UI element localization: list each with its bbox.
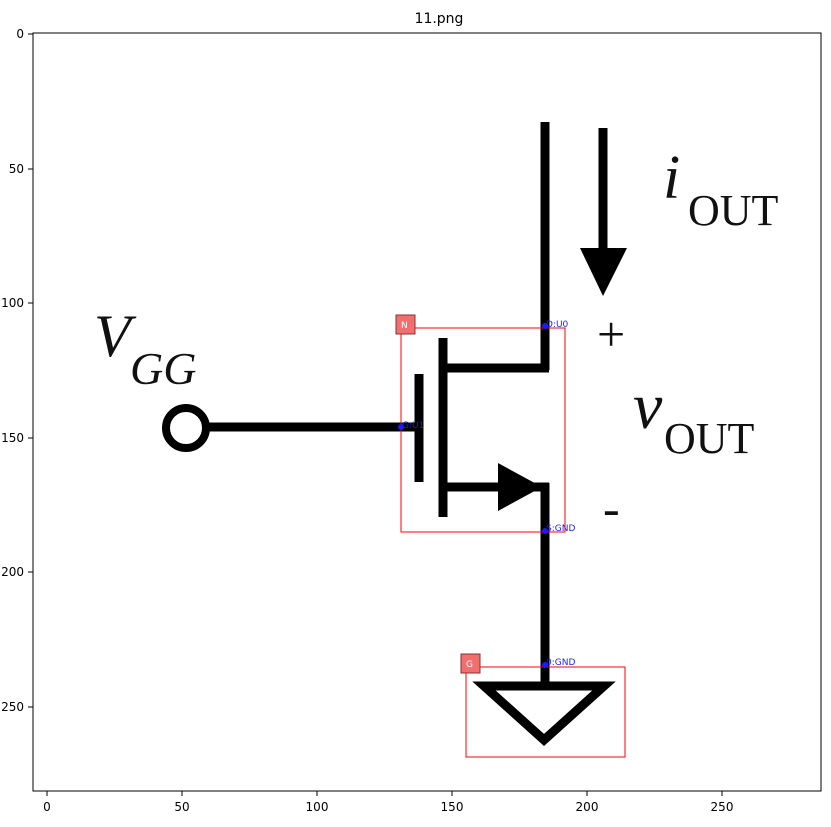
ground-pin — [542, 662, 548, 668]
ground-icon — [472, 681, 616, 747]
drain-pin-label: D:U0 — [546, 320, 569, 330]
source-pin-label: S:GND — [546, 524, 575, 534]
x-tick-label: 100 — [306, 800, 329, 814]
y-tick-label: 0 — [16, 27, 24, 41]
vgg-subscript: GG — [130, 343, 196, 394]
vout-label: v — [633, 370, 663, 443]
nmos-badge-label: N — [401, 321, 408, 331]
ground-badge-label: G — [466, 660, 473, 670]
input-terminal-icon — [162, 404, 210, 452]
nmos-badge: N — [395, 314, 416, 335]
x-axis: 0 50 100 150 200 250 — [43, 791, 733, 814]
iout-subscript: OUT — [688, 186, 779, 235]
y-tick-label: 150 — [1, 431, 24, 445]
x-tick-label: 150 — [441, 800, 464, 814]
x-tick-label: 250 — [711, 800, 734, 814]
y-tick-label: 200 — [1, 565, 24, 579]
x-tick-label: 0 — [43, 800, 51, 814]
y-tick-label: 250 — [1, 700, 24, 714]
current-arrow-head-icon — [580, 248, 627, 296]
plot-area — [32, 32, 822, 792]
gate-pin-label: G:U1 — [402, 421, 424, 431]
source-pin — [542, 528, 548, 534]
vout-subscript: OUT — [664, 414, 755, 463]
iout-label: i — [663, 144, 680, 212]
plus-sign: + — [597, 306, 625, 362]
x-tick-label: 50 — [174, 800, 189, 814]
gate-pin — [398, 424, 404, 430]
y-tick-label: 50 — [9, 162, 24, 176]
drain-pin — [542, 323, 548, 329]
y-axis: 0 50 100 150 200 250 — [1, 27, 33, 714]
y-tick-label: 100 — [1, 296, 24, 310]
ground-badge: G — [460, 653, 481, 674]
x-tick-label: 200 — [576, 800, 599, 814]
minus-sign: - — [603, 480, 620, 536]
ground-pin-label: 0:GND — [546, 658, 575, 668]
figure-title: 11.png — [415, 11, 464, 27]
source-arrow-icon — [498, 463, 542, 511]
vgg-label: V — [94, 303, 137, 369]
